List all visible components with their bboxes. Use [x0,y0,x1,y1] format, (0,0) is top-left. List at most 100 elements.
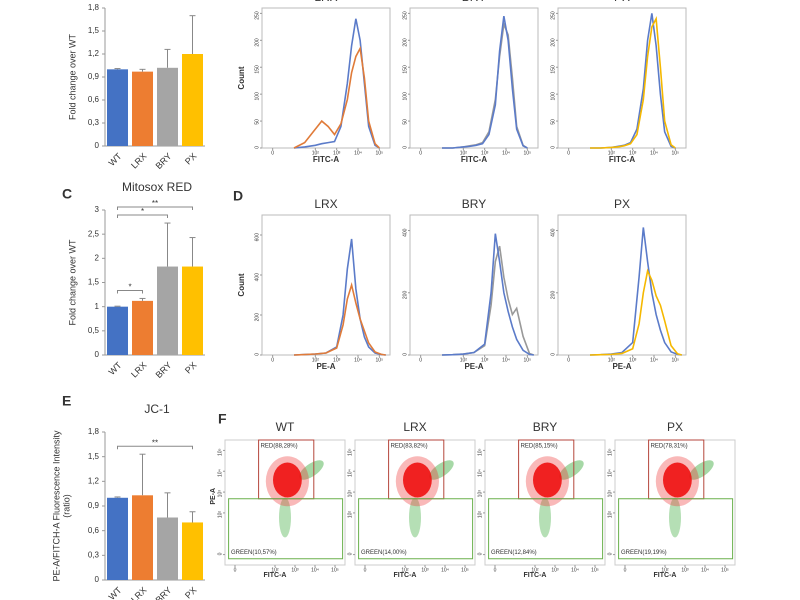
x-axis-label: FITC-A [461,155,487,164]
panel-letter: C [62,186,72,202]
y-tick-label: 10² [217,511,223,519]
y-tick-label: 0 [95,575,100,584]
x-tick-label: 0 [271,150,274,156]
x-tick-label: 10³ [291,567,299,573]
y-tick-label: 0,3 [88,550,100,559]
y-tick-label: 400 [550,228,556,237]
y-tick-label: 250 [402,11,408,20]
x-tick-label: 10⁴ [502,150,510,156]
chart-title: PX [614,0,630,4]
y-tick-label: 100 [550,92,556,101]
y-tick-label: 0 [550,146,556,149]
x-tick-label: 0 [419,150,422,156]
chart-title: LRX [403,420,426,434]
y-tick-label: 200 [402,38,408,47]
histogram-line [293,45,380,149]
bar [107,69,128,146]
gate-label: RED(83,82%) [391,444,428,450]
y-axis-label: Fold change over WT [67,239,77,326]
y-tick-label: 1,5 [88,452,100,461]
green-gate [228,498,344,560]
x-axis-label: FITC-A [264,572,287,579]
x-tick-label: 10⁴ [311,567,319,573]
gate-label: GREEN(19,19%) [621,550,667,556]
x-tick-label: 10⁵ [721,567,729,573]
x-tick-label: 0 [234,567,237,573]
x-tick-label: 10² [608,357,616,363]
y-tick-label: 0,5 [88,326,100,335]
y-tick-label: 10⁵ [607,448,613,456]
y-tick-label: 600 [254,233,260,242]
bar [132,300,153,355]
bar [157,266,178,355]
x-tick-label: 10⁴ [701,567,709,573]
x-tick-label: 10² [401,567,409,573]
chart-title: PX [614,197,630,211]
plot-frame [409,214,539,356]
plot-frame [557,214,687,356]
y-tick-label: 50 [550,119,556,125]
x-axis-label: FITC-A [524,572,547,579]
x-tick-label: 0 [271,357,274,363]
y-tick-label: 1,5 [88,26,100,35]
y-tick-label: 1,8 [88,3,100,12]
y-tick-label: 0,9 [88,72,100,81]
y-tick-label: 100 [402,92,408,101]
x-tick-label: 10² [661,567,669,573]
histogram-line [590,13,676,149]
y-tick-label: 0 [402,146,408,149]
gate-label: GREEN(10,57%) [231,550,277,556]
x-tick-label: 10³ [629,150,637,156]
x-tick-label: 10³ [681,567,689,573]
y-tick-label: 10⁵ [217,448,223,456]
y-tick-label: 10² [607,511,613,519]
x-tick-label: 10⁵ [376,150,384,156]
x-tick-label: 10³ [333,150,341,156]
x-tick-label: WT [107,151,124,168]
x-tick-label: 10³ [481,357,489,363]
x-tick-label: 10⁵ [524,357,532,363]
y-axis-label: (ratio) [61,494,71,518]
bar [182,266,203,355]
chart-title: BRY [533,420,557,434]
bar [182,522,203,580]
x-tick-label: 10⁴ [441,567,449,573]
gate-label: RED(78,31%) [651,444,688,450]
bar [157,67,178,146]
x-tick-label: 10³ [629,357,637,363]
x-tick-label: WT [107,360,124,377]
x-tick-label: 10² [312,150,320,156]
x-tick-label: BRY [154,585,174,600]
y-tick-label: 0 [95,350,100,359]
y-tick-label: 200 [550,291,556,300]
panel-letter: E [62,393,71,409]
chart-title: Mitosox RED [122,180,192,194]
x-tick-label: 10² [608,150,616,156]
x-axis-label: FITC-A [609,155,635,164]
x-tick-label: PX [183,360,199,376]
x-tick-label: 10³ [333,357,341,363]
y-tick-label: 10³ [347,490,353,498]
y-tick-label: 10³ [477,490,483,498]
gate-label: GREEN(12,84%) [491,550,537,556]
gate-label: RED(85,15%) [521,444,558,450]
histogram-line [441,233,534,356]
y-tick-label: 50 [254,119,260,125]
y-tick-label: 0 [607,552,613,555]
chart-title: BRY [462,0,486,4]
plot-frame [261,7,391,149]
y-tick-label: 0 [550,353,556,356]
x-tick-label: 10⁴ [650,150,658,156]
cell-cloud [689,460,714,480]
x-tick-label: 10² [460,150,468,156]
x-tick-label: LRX [129,151,148,170]
y-tick-label: 10² [477,511,483,519]
y-tick-label: 3 [95,205,100,214]
y-tick-label: 150 [402,65,408,74]
y-tick-label: 10⁴ [217,469,223,477]
y-tick-label: 1,2 [88,476,100,485]
y-tick-label: 0 [254,353,260,356]
significance-label: ** [152,438,158,447]
x-tick-label: 0 [494,567,497,573]
